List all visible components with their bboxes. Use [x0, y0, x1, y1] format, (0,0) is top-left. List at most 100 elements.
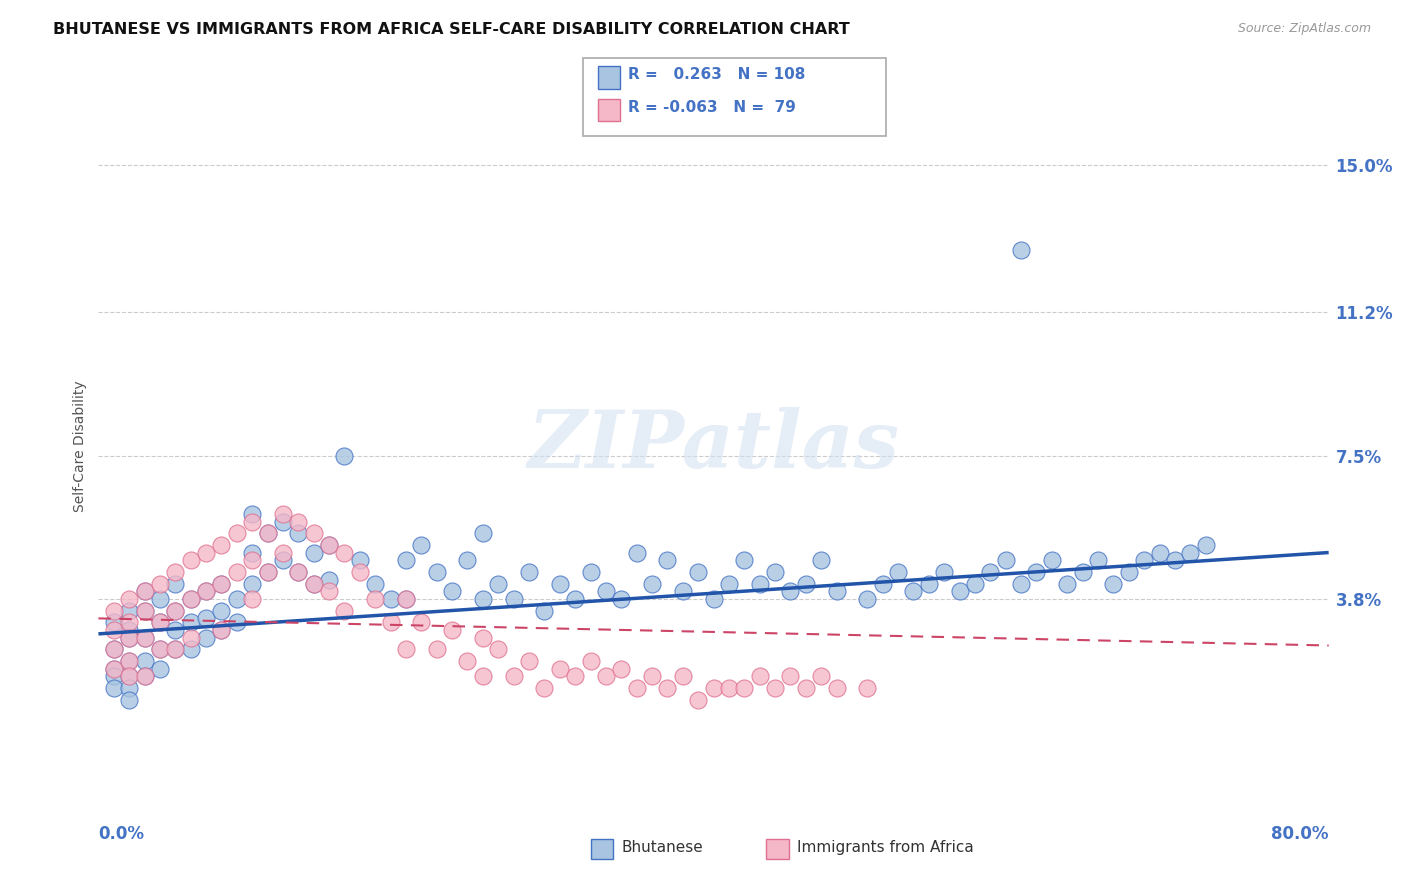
Point: [256, 526, 278, 541]
Point: [517, 654, 540, 668]
Text: Immigrants from Africa: Immigrants from Africa: [797, 840, 974, 855]
Point: [411, 615, 433, 630]
Text: BHUTANESE VS IMMIGRANTS FROM AFRICA SELF-CARE DISABILITY CORRELATION CHART: BHUTANESE VS IMMIGRANTS FROM AFRICA SELF…: [53, 22, 851, 37]
Point: [548, 662, 571, 676]
Point: [118, 654, 141, 668]
Point: [256, 565, 278, 579]
Point: [533, 604, 555, 618]
Point: [134, 631, 156, 645]
Point: [180, 642, 202, 657]
Point: [318, 573, 340, 587]
Point: [180, 615, 202, 630]
Point: [763, 565, 786, 579]
Point: [165, 565, 187, 579]
Point: [426, 565, 449, 579]
Point: [103, 642, 125, 657]
Point: [717, 576, 740, 591]
Point: [872, 576, 894, 591]
Point: [333, 604, 356, 618]
Point: [502, 669, 524, 683]
Point: [103, 669, 125, 683]
Point: [225, 565, 247, 579]
Point: [364, 592, 387, 607]
Point: [165, 604, 187, 618]
Y-axis label: Self-Care Disability: Self-Care Disability: [73, 380, 87, 512]
Point: [118, 631, 141, 645]
Point: [1149, 545, 1171, 559]
Text: 80.0%: 80.0%: [1271, 825, 1329, 843]
Point: [610, 662, 633, 676]
Point: [165, 604, 187, 618]
Point: [302, 576, 325, 591]
Point: [610, 592, 633, 607]
Point: [486, 576, 509, 591]
Point: [103, 615, 125, 630]
Point: [103, 642, 125, 657]
Point: [641, 576, 664, 591]
Point: [211, 576, 233, 591]
Point: [271, 553, 294, 567]
Point: [1010, 244, 1032, 258]
Point: [380, 592, 402, 607]
Point: [779, 669, 801, 683]
Point: [703, 681, 725, 695]
Point: [595, 584, 617, 599]
Point: [240, 592, 263, 607]
Point: [225, 615, 247, 630]
Point: [1118, 565, 1140, 579]
Point: [256, 526, 278, 541]
Point: [548, 576, 571, 591]
Point: [1056, 576, 1078, 591]
Point: [134, 584, 156, 599]
Point: [118, 654, 141, 668]
Text: Source: ZipAtlas.com: Source: ZipAtlas.com: [1237, 22, 1371, 36]
Point: [688, 565, 710, 579]
Point: [118, 592, 141, 607]
Point: [533, 681, 555, 695]
Point: [626, 681, 648, 695]
Point: [856, 592, 879, 607]
Point: [225, 592, 247, 607]
Point: [211, 623, 233, 637]
Point: [1164, 553, 1187, 567]
Point: [165, 642, 187, 657]
Point: [456, 654, 478, 668]
Point: [180, 592, 202, 607]
Point: [517, 565, 540, 579]
Point: [903, 584, 925, 599]
Point: [703, 592, 725, 607]
Point: [103, 623, 125, 637]
Point: [118, 669, 141, 683]
Point: [287, 565, 309, 579]
Point: [579, 654, 602, 668]
Point: [211, 604, 233, 618]
Point: [763, 681, 786, 695]
Point: [149, 576, 172, 591]
Point: [626, 545, 648, 559]
Point: [118, 604, 141, 618]
Point: [395, 592, 418, 607]
Text: 0.0%: 0.0%: [98, 825, 145, 843]
Point: [118, 681, 141, 695]
Point: [302, 576, 325, 591]
Point: [502, 592, 524, 607]
Point: [810, 669, 832, 683]
Point: [211, 576, 233, 591]
Point: [149, 592, 172, 607]
Point: [688, 692, 710, 706]
Point: [380, 615, 402, 630]
Point: [195, 631, 218, 645]
Point: [918, 576, 941, 591]
Point: [579, 565, 602, 579]
Point: [165, 576, 187, 591]
Point: [271, 545, 294, 559]
Point: [395, 592, 418, 607]
Point: [441, 623, 464, 637]
Point: [1010, 576, 1032, 591]
Point: [1102, 576, 1125, 591]
Point: [271, 507, 294, 521]
Point: [118, 669, 141, 683]
Point: [240, 576, 263, 591]
Point: [271, 515, 294, 529]
Point: [825, 584, 848, 599]
